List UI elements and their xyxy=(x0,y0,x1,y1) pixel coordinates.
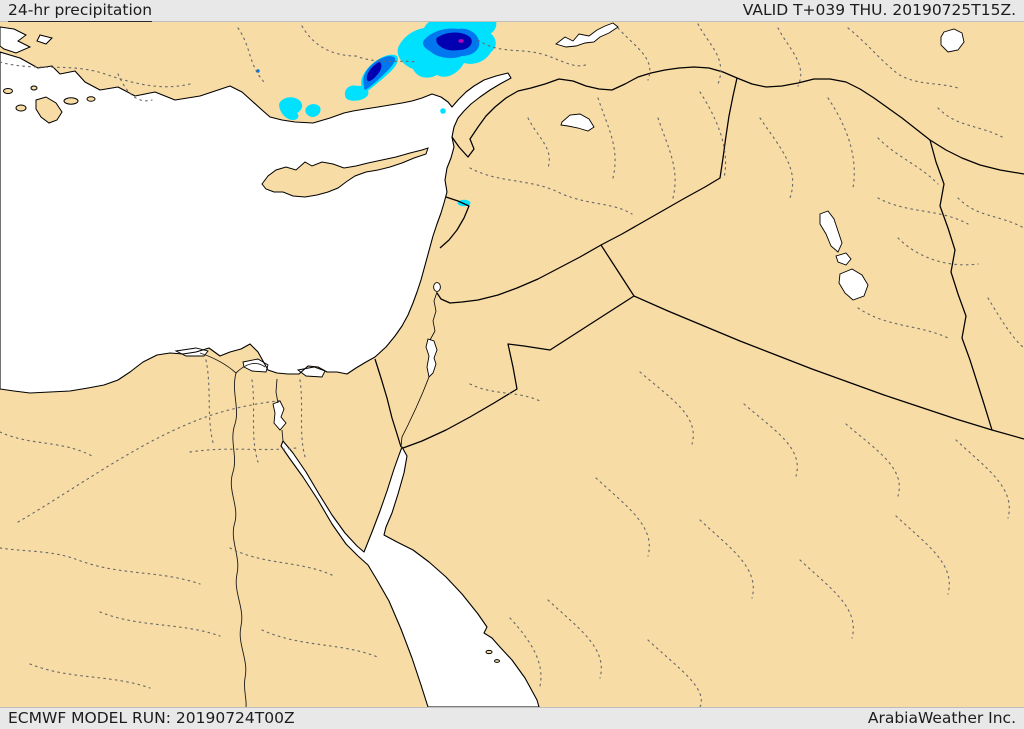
precip-dot-iskenderun xyxy=(440,108,446,114)
aegean-islet xyxy=(86,96,96,102)
aegean-inlets xyxy=(0,26,53,54)
rivers-layer xyxy=(199,352,284,708)
red-sea-islet xyxy=(485,649,493,655)
border-turkey-east xyxy=(765,78,1024,175)
precip-core-very-heavy xyxy=(458,39,464,43)
border-iran-iraq xyxy=(929,139,993,431)
admin-boundary-iraq xyxy=(759,97,1024,349)
wadi-araba-line xyxy=(400,376,430,448)
map-title: 24-hr precipitation xyxy=(8,0,153,22)
cyprus-island xyxy=(261,147,429,198)
lake-tharthar xyxy=(819,210,843,253)
admin-boundary-saudi-jordan xyxy=(469,371,1010,708)
nile-delta-branch xyxy=(199,352,237,374)
border-syria-iraq-jordan xyxy=(436,77,738,304)
precip-layer-heavy xyxy=(366,32,472,82)
precip-blob-main-heavy xyxy=(436,32,472,51)
precip-banana-heavy xyxy=(366,62,382,82)
suez-canal xyxy=(275,378,284,442)
precip-banana-moderate xyxy=(363,56,396,90)
aegean-bay xyxy=(0,26,32,54)
bitter-lakes xyxy=(272,400,287,431)
precip-coast-east-light xyxy=(305,104,321,117)
dead-sea xyxy=(425,338,438,378)
aegean-bay xyxy=(36,34,53,45)
border-jordan-saudi xyxy=(402,295,635,449)
islands-layer xyxy=(3,85,500,663)
lake-razzaza xyxy=(838,268,869,301)
lake-habbaniyah xyxy=(835,252,852,266)
precip-round-coastal-light xyxy=(344,85,369,101)
lakes-layer xyxy=(174,22,965,431)
admin-boundary-egypt xyxy=(0,359,381,689)
nile-river xyxy=(230,372,247,708)
nile-delta-branch xyxy=(235,363,266,374)
lake-assad xyxy=(560,113,595,132)
admin-boundary-syria xyxy=(469,91,727,215)
aegean-islet xyxy=(30,85,38,91)
turkish-reservoir-lake xyxy=(555,22,619,48)
aegean-islet xyxy=(15,104,27,112)
red-sea-islet xyxy=(494,659,500,663)
admin-boundary-iran xyxy=(877,107,1024,229)
border-egypt-israel xyxy=(374,358,402,448)
credit-label: ArabiaWeather Inc. xyxy=(867,709,1016,727)
aegean-islet xyxy=(3,88,13,94)
border-lebanon-syria xyxy=(439,196,470,249)
lake-urmia xyxy=(940,28,965,53)
precip-layer-very-heavy xyxy=(458,39,464,43)
rhodes-island xyxy=(35,96,63,124)
valid-time-label: VALID T+039 THU. 20190725T15Z. xyxy=(742,1,1016,19)
footer-bar: ECMWF MODEL RUN: 20190724T00Z ArabiaWeat… xyxy=(0,707,1024,729)
jordan-river-line xyxy=(429,291,438,341)
sea-of-galilee xyxy=(433,282,441,292)
model-run-label: ECMWF MODEL RUN: 20190724T00Z xyxy=(8,709,295,727)
precip-coast-west-light xyxy=(279,97,303,120)
admin-boundaries-layer xyxy=(0,23,1024,708)
country-borders-layer xyxy=(374,66,1024,449)
aegean-islet xyxy=(63,97,79,105)
header-bar: 24-hr precipitation VALID T+039 THU. 201… xyxy=(0,0,1024,22)
border-turkey-syria xyxy=(451,66,767,158)
border-iraq-saudi xyxy=(633,295,1024,440)
admin-boundary-turkey xyxy=(0,23,959,102)
border-jordan-iraq xyxy=(600,244,635,297)
